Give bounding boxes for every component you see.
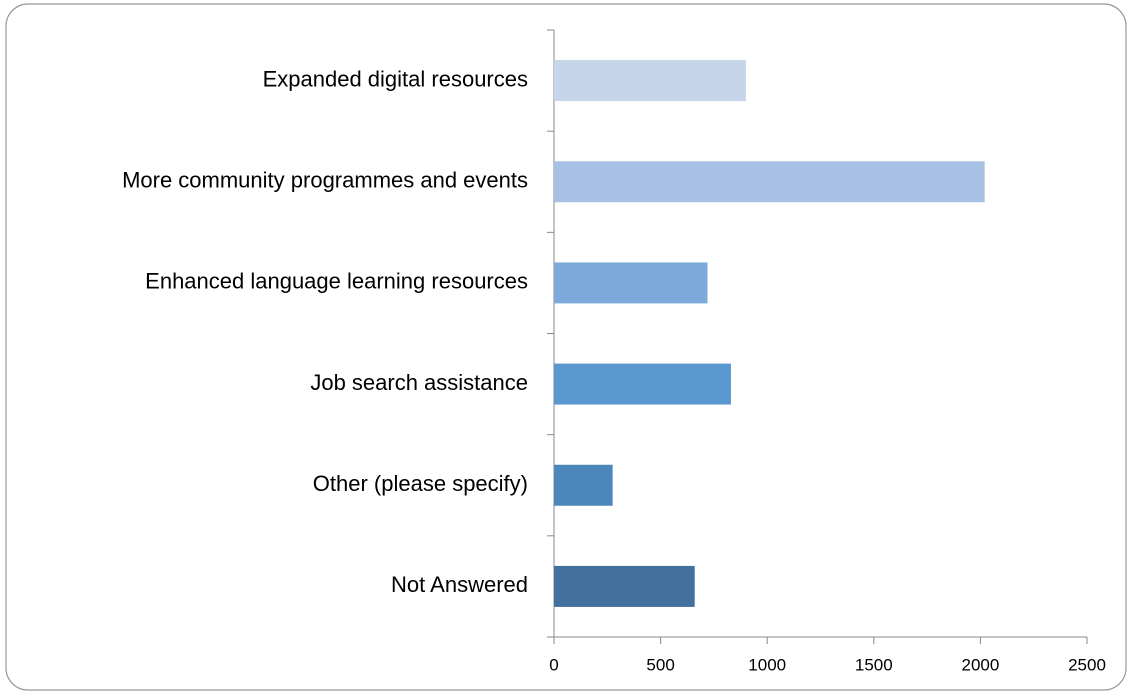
bar bbox=[554, 60, 746, 102]
bar bbox=[554, 363, 731, 405]
bar bbox=[554, 565, 695, 607]
x-tick-label: 2000 bbox=[961, 655, 999, 674]
bar bbox=[554, 161, 985, 203]
x-tick-label: 0 bbox=[549, 655, 558, 674]
y-tick-label: Enhanced language learning resources bbox=[145, 269, 528, 294]
bar bbox=[554, 262, 708, 304]
y-tick-label: Not Answered bbox=[391, 572, 528, 597]
x-tick-label: 500 bbox=[646, 655, 674, 674]
x-tick-label: 1500 bbox=[855, 655, 893, 674]
y-tick-label: Job search assistance bbox=[310, 370, 528, 395]
y-tick-label: Expanded digital resources bbox=[263, 66, 528, 91]
bar bbox=[554, 464, 613, 506]
y-tick-label: Other (please specify) bbox=[313, 471, 528, 496]
x-tick-label: 2500 bbox=[1068, 655, 1106, 674]
y-tick-label: More community programmes and events bbox=[122, 168, 528, 193]
x-tick-label: 1000 bbox=[748, 655, 786, 674]
